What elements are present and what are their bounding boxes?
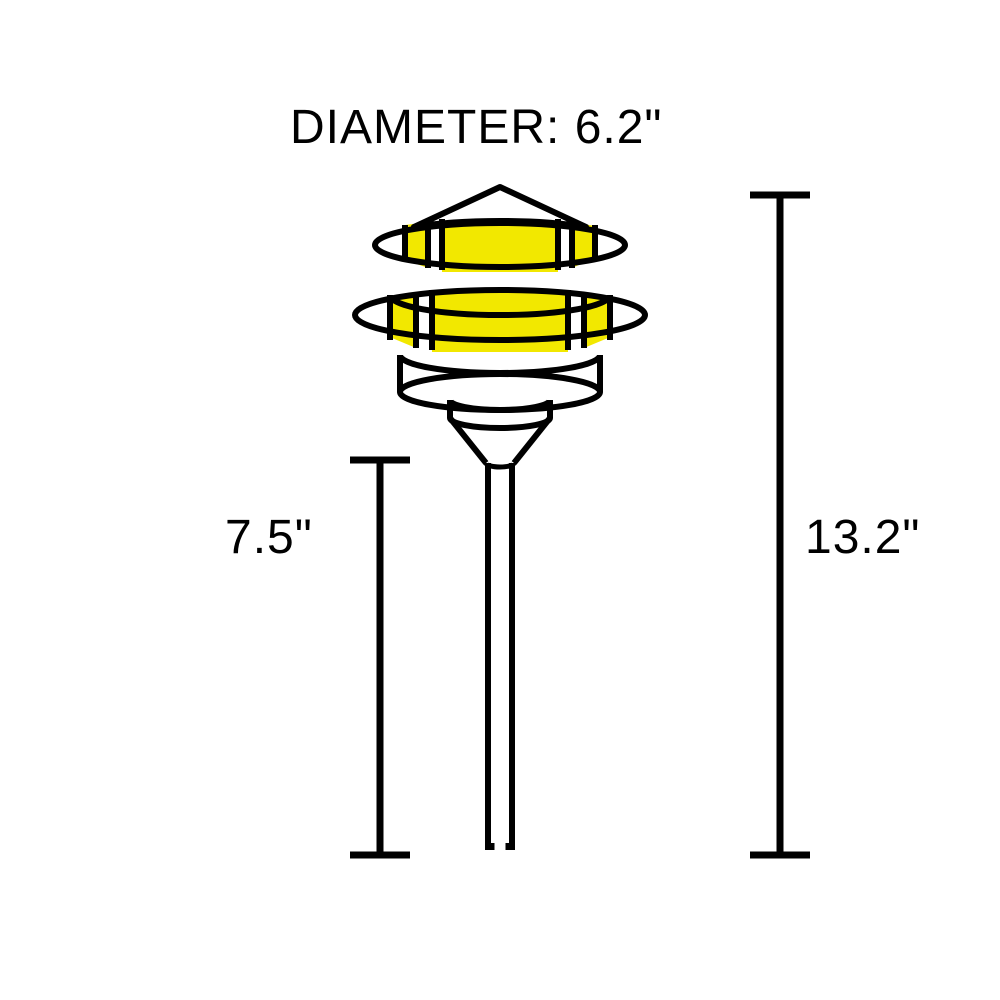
overall-height-label: 13.2" xyxy=(805,510,920,565)
diagram-canvas: DIAMETER: 6.2" 7.5" 13.2" xyxy=(0,0,1000,1000)
pole-height-label: 7.5" xyxy=(225,510,313,565)
diameter-label: DIAMETER: 6.2" xyxy=(290,100,662,155)
